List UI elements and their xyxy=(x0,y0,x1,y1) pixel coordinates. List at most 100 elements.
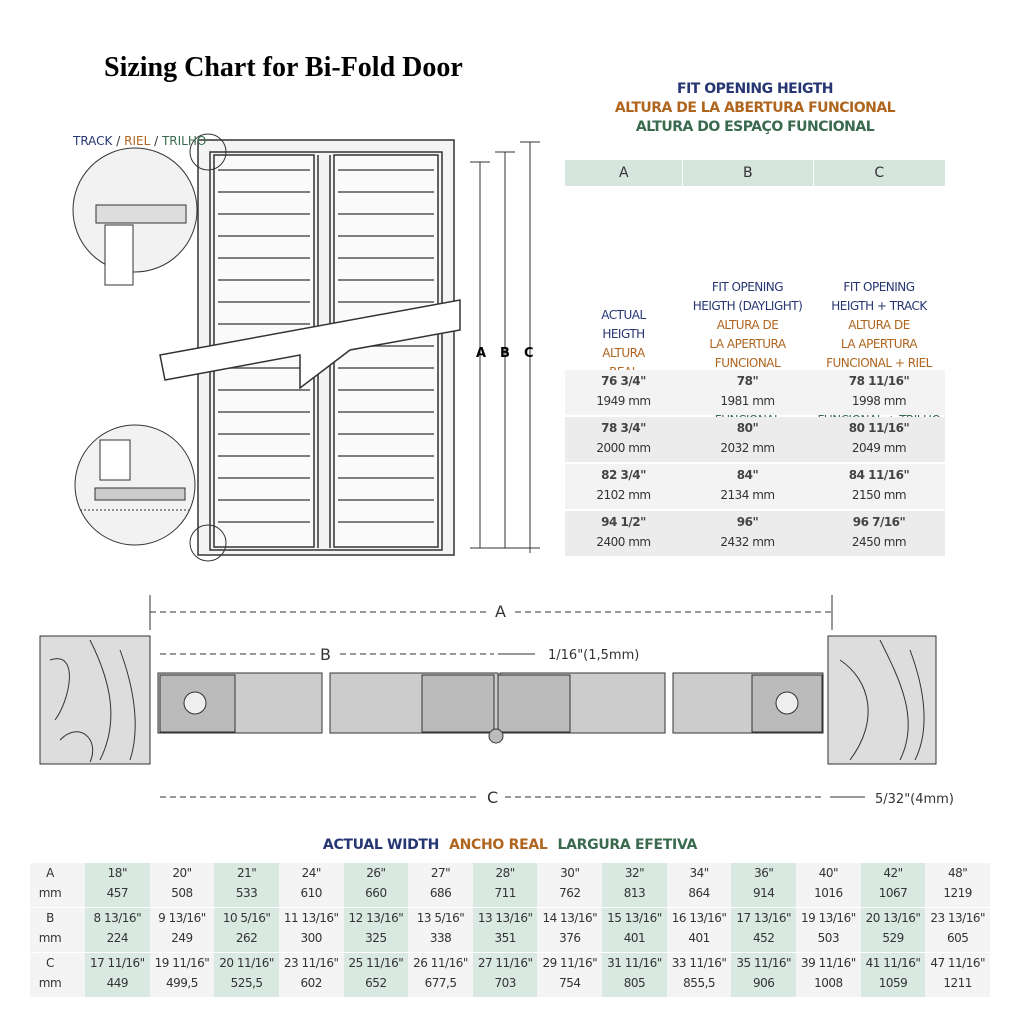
description-line: ALTURA xyxy=(602,346,645,360)
heading-line: ALTURA DE LA ABERTURA FUNCIONAL xyxy=(614,100,896,116)
width-mm: 864 xyxy=(688,886,710,900)
width-inch: 11 13/16" xyxy=(283,911,339,925)
dim-a: A xyxy=(476,346,486,361)
width-mm: 711 xyxy=(494,886,516,900)
height-mm: 1981 mm xyxy=(720,394,775,408)
width-mm: 652 xyxy=(365,976,387,990)
width-mm: 1008 xyxy=(814,976,843,990)
dim-b: B xyxy=(500,346,510,361)
gap-label: 1/16"(1,5mm) xyxy=(548,648,639,663)
width-inch: 13 13/16" xyxy=(477,911,533,925)
description-line: ALTURA DE xyxy=(848,317,910,332)
width-mm: 703 xyxy=(494,976,516,990)
row-label: B xyxy=(46,911,54,925)
width-inch: 19 11/16" xyxy=(154,956,210,970)
width-mm: 401 xyxy=(688,931,710,945)
width-inch: 26" xyxy=(366,866,386,880)
col-bg xyxy=(860,863,926,907)
width-heading: ACTUAL WIDTH ANCHO REAL LARGURA EFETIVA xyxy=(30,837,990,853)
row-label: mm xyxy=(38,886,62,900)
height-inch: 80" xyxy=(736,421,759,435)
row-label: C xyxy=(46,956,54,970)
row-bg xyxy=(565,417,945,462)
col-bg xyxy=(85,953,150,997)
width-mm: 300 xyxy=(300,931,323,945)
width-inch: 17 13/16" xyxy=(736,911,792,925)
col-bg xyxy=(214,863,279,907)
column-letter: A xyxy=(618,165,629,181)
col-bg xyxy=(860,953,926,997)
col-bg xyxy=(860,908,926,952)
width-a: A xyxy=(495,602,506,621)
col-bg xyxy=(602,908,667,952)
width-drawing xyxy=(39,595,937,798)
dimension-lines xyxy=(72,133,540,562)
height-mm: 2000 mm xyxy=(596,441,651,455)
description-line: HEIGTH (DAYLIGHT) xyxy=(692,298,803,313)
width-inch: 41 11/16" xyxy=(865,956,921,970)
col-bg xyxy=(602,863,667,907)
width-inch: 42" xyxy=(883,866,903,880)
width-inch: 47 11/16" xyxy=(930,956,985,970)
description-line: FIT OPENING xyxy=(711,279,784,294)
width-mm: 449 xyxy=(106,976,129,990)
col-bg xyxy=(343,953,409,997)
row-bg xyxy=(565,370,945,415)
track-label: TRACK / RIEL / TRILHO xyxy=(72,134,206,148)
width-inch: 26 11/16" xyxy=(413,956,468,970)
width-inch: 32" xyxy=(624,866,645,880)
width-inch: 27 11/16" xyxy=(477,956,533,970)
height-mm: 2432 mm xyxy=(720,535,775,549)
width-mm: 677,5 xyxy=(424,976,457,990)
width-mm: 805 xyxy=(623,976,646,990)
height-mm: 2400 mm xyxy=(596,535,651,549)
width-inch: 39 11/16" xyxy=(801,956,856,970)
width-inch: 30" xyxy=(560,866,580,880)
col-bg xyxy=(602,953,667,997)
column-letter: C xyxy=(874,165,884,181)
width-mm: 686 xyxy=(429,886,452,900)
col-bg xyxy=(214,953,279,997)
width-inch: 14 13/16" xyxy=(542,911,598,925)
description-line: FIT OPENING xyxy=(843,279,915,294)
width-mm: 1059 xyxy=(878,976,908,990)
width-mm: 660 xyxy=(365,886,387,900)
height-inch: 84" xyxy=(736,468,759,482)
height-mm: 1998 mm xyxy=(851,394,907,408)
height-inch: 78 3/4" xyxy=(601,421,646,435)
width-inch: 40" xyxy=(818,866,839,880)
width-inch: 20" xyxy=(172,866,192,880)
height-inch: 96" xyxy=(736,515,759,529)
heading-part: ACTUAL WIDTH xyxy=(322,837,440,853)
height-inch: 78" xyxy=(736,374,759,388)
louvers xyxy=(218,169,434,523)
width-inch: 48" xyxy=(948,866,968,880)
col-bg xyxy=(731,953,797,997)
width-mm: 338 xyxy=(429,931,452,945)
description-line: ALTURA DE xyxy=(716,317,779,332)
height-mm: 2102 mm xyxy=(596,488,651,502)
row-bg xyxy=(565,464,945,509)
height-mm: 2134 mm xyxy=(720,488,775,502)
height-mm: 1949 mm xyxy=(596,394,651,408)
width-inch: 12 13/16" xyxy=(348,911,404,925)
height-inch: 84 11/16" xyxy=(848,468,910,482)
row-label: A xyxy=(46,866,54,880)
width-inch: 28" xyxy=(495,866,516,880)
col-bg xyxy=(85,863,150,907)
column-letter: B xyxy=(742,165,753,181)
heading-line: ALTURA DO ESPAÇO FUNCIONAL xyxy=(635,119,875,135)
height-mm: 2049 mm xyxy=(851,441,907,455)
description-line: FUNCIONAL xyxy=(714,355,781,370)
break-mark xyxy=(159,299,461,390)
width-mm: 1211 xyxy=(943,976,972,990)
width-mm: 855,5 xyxy=(683,976,716,990)
width-inch: 33 11/16" xyxy=(671,956,727,970)
width-inch: 36" xyxy=(754,866,774,880)
width-inch: 35 11/16" xyxy=(736,956,792,970)
heading-part: LARGURA EFETIVA xyxy=(557,837,698,853)
width-inch: 20 11/16" xyxy=(219,956,274,970)
col-bg xyxy=(472,953,538,997)
width-inch: 9 13/16" xyxy=(158,911,206,925)
